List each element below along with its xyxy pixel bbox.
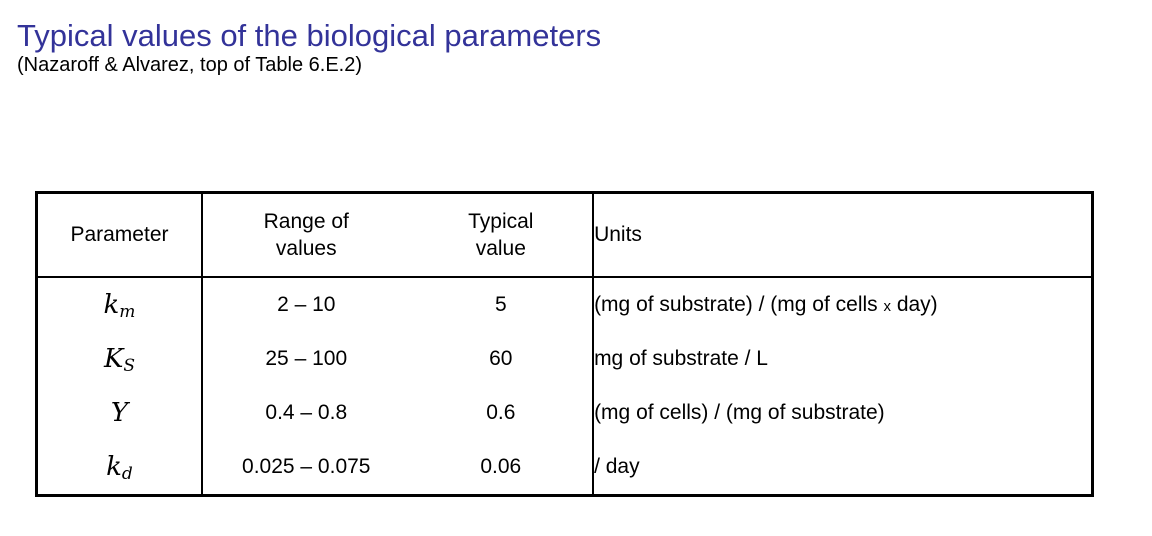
typical-value-cell: 5 [409,277,595,332]
col-header-range: Range of values [201,192,410,278]
table-row: kd 0.025 – 0.075 0.06 / day [36,440,1093,496]
parameters-table: Parameter Range of values Typical value … [35,191,1094,497]
units-cell: mg of substrate / L [593,332,1092,386]
range-cell: 0.025 – 0.075 [242,455,371,478]
col-header-range-label: Range of values [263,209,349,260]
param-symbol-base: Y [110,398,129,428]
units-text: mg of substrate / L [594,347,768,370]
param-symbol-base: k [106,452,122,482]
param-symbol-subscript: S [123,355,136,376]
param-symbol-subscript: m [119,301,136,322]
units-cell: / day [593,440,1092,496]
col-header-typical: Typical value [409,192,595,278]
param-symbol-base: k [103,290,120,320]
range-cell: 2 – 10 [277,293,336,316]
typical-value-cell: 0.06 [409,440,595,496]
units-multiply-x: x [883,298,891,315]
col-header-parameter: Parameter [36,192,203,278]
param-symbol-cell: km [36,277,203,332]
param-symbol-cell: Y [36,386,203,440]
param-symbol-subscript: d [121,463,133,484]
range-cell: 25 – 100 [265,347,348,370]
table-row: KS 25 – 100 60 mg of substrate / L [36,332,1093,386]
table-row: km 2 – 10 5 (mg of substrate) / (mg of c… [36,277,1093,332]
units-text: (mg of cells) / (mg of substrate) [594,401,885,424]
range-cell: 0.4 – 0.8 [265,401,348,424]
typical-value-cell: 60 [409,332,595,386]
col-header-units: Units [593,192,1093,278]
units-cell: (mg of substrate) / (mg of cells x day) [593,277,1092,332]
table-row: Y 0.4 – 0.8 0.6 (mg of cells) / (mg of s… [36,386,1093,440]
table-header-row: Parameter Range of values Typical value … [36,192,1093,278]
units-cell: (mg of cells) / (mg of substrate) [593,386,1092,440]
param-symbol-cell: kd [36,440,203,496]
page-title: Typical values of the biological paramet… [17,18,602,53]
units-text: (mg of substrate) / (mg of cells [594,293,884,316]
units-text: day) [890,293,938,316]
param-symbol-base: K [103,344,124,374]
page-subtitle: (Nazaroff & Alvarez, top of Table 6.E.2) [17,54,362,76]
typical-value-cell: 0.6 [409,386,595,440]
col-header-typical-label: Typical value [468,209,534,260]
units-text: / day [594,455,640,478]
param-symbol-cell: KS [36,332,203,386]
